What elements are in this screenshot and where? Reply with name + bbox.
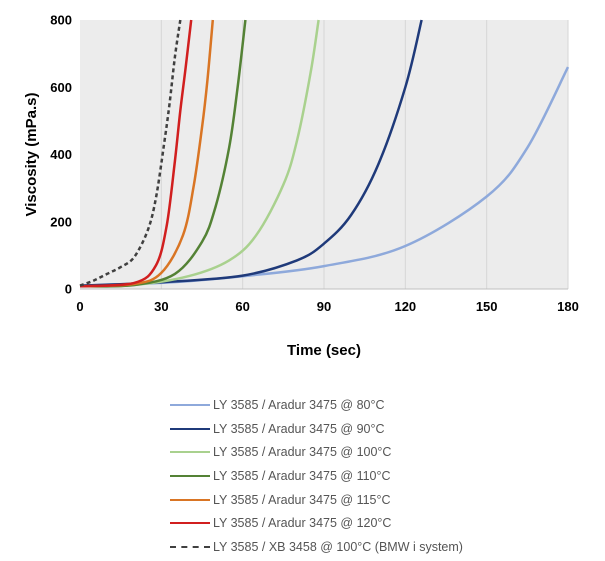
series-line-2 <box>79 19 423 287</box>
axes: 0 30 60 90 120 150 180 0 200 400 600 800 <box>50 13 579 315</box>
legend: LY 3585 / Aradur 3475 @ 80°C LY 3585 / Ar… <box>170 393 463 559</box>
series-lines <box>79 19 570 288</box>
legend-item: LY 3585 / Aradur 3475 @ 100°C <box>170 440 463 464</box>
legend-swatch <box>170 498 210 501</box>
y-tick-label: 800 <box>50 13 72 28</box>
legend-label: LY 3585 / Aradur 3475 @ 115°C <box>213 492 391 507</box>
x-tick-label: 90 <box>317 299 331 314</box>
legend-swatch <box>170 545 210 548</box>
legend-item: LY 3585 / Aradur 3475 @ 80°C <box>170 393 463 417</box>
legend-label: LY 3585 / Aradur 3475 @ 90°C <box>213 421 385 436</box>
y-tick-label: 600 <box>50 80 72 95</box>
gridlines <box>160 20 569 289</box>
y-tick-label: 400 <box>50 147 72 162</box>
series-line-7 <box>79 19 182 287</box>
y-axis-title: Viscosity (mPa.s) <box>23 93 40 217</box>
y-tick-label: 0 <box>65 282 72 297</box>
legend-label: LY 3585 / XB 3458 @ 100°C (BMW i system) <box>213 539 463 554</box>
series-line-6 <box>79 19 193 288</box>
legend-label: LY 3585 / Aradur 3475 @ 100°C <box>213 445 392 460</box>
legend-swatch <box>170 451 210 454</box>
legend-label: LY 3585 / Aradur 3475 @ 120°C <box>213 516 392 531</box>
x-tick-label: 180 <box>557 299 579 314</box>
legend-swatch <box>170 522 210 525</box>
x-tick-label: 150 <box>476 299 498 314</box>
x-tick-label: 60 <box>235 299 249 314</box>
legend-swatch <box>170 403 210 406</box>
x-tick-label: 30 <box>154 299 168 314</box>
x-axis-title: Time (sec) <box>287 342 361 359</box>
legend-item: LY 3585 / Aradur 3475 @ 110°C <box>170 464 463 488</box>
x-tick-label: 120 <box>394 299 416 314</box>
legend-item: LY 3585 / Aradur 3475 @ 120°C <box>170 511 463 535</box>
viscosity-chart: 0 30 60 90 120 150 180 0 200 400 600 800 Time (sec)… <box>23 13 579 360</box>
y-tick-label: 200 <box>50 214 72 229</box>
series-line-5 <box>79 19 215 288</box>
legend-swatch <box>170 427 210 430</box>
x-tick-label: 0 <box>76 299 83 314</box>
legend-label: LY 3585 / Aradur 3475 @ 80°C <box>213 397 385 412</box>
legend-item: LY 3585 / XB 3458 @ 100°C (BMW i system) <box>170 535 463 559</box>
legend-item: LY 3585 / Aradur 3475 @ 90°C <box>170 417 463 441</box>
legend-swatch <box>170 474 210 477</box>
legend-item: LY 3585 / Aradur 3475 @ 115°C <box>170 488 463 512</box>
legend-label: LY 3585 / Aradur 3475 @ 110°C <box>213 468 391 483</box>
